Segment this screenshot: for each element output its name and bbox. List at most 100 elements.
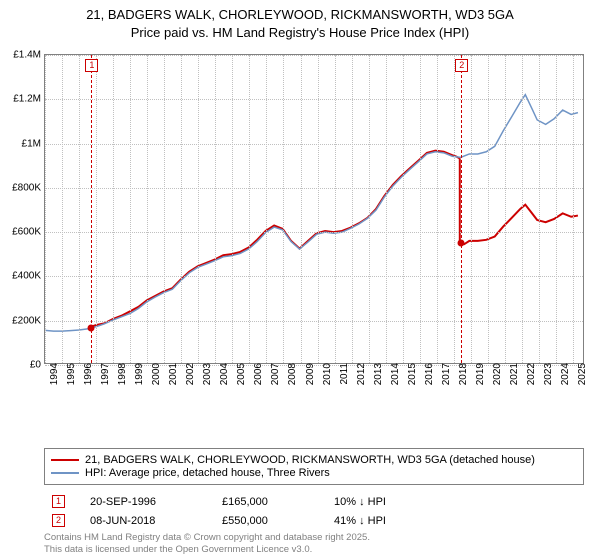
y-axis-label: £1M bbox=[22, 138, 45, 149]
x-axis-label: 2003 bbox=[198, 363, 213, 385]
gridline-v bbox=[96, 55, 97, 363]
footnote-line2: This data is licensed under the Open Gov… bbox=[44, 544, 312, 555]
footnote-line1: Contains HM Land Registry data © Crown c… bbox=[44, 532, 370, 543]
gridline-v bbox=[232, 55, 233, 363]
x-axis-label: 2007 bbox=[266, 363, 281, 385]
footnote: Contains HM Land Registry data © Crown c… bbox=[44, 532, 370, 556]
gridline-v bbox=[556, 55, 557, 363]
plot-region: £0£200K£400K£600K£800K£1M£1.2M£1.4M19941… bbox=[44, 54, 584, 364]
x-axis-label: 1994 bbox=[45, 363, 60, 385]
marker-box: 2 bbox=[455, 59, 468, 72]
gridline-v bbox=[249, 55, 250, 363]
gridline-h bbox=[45, 321, 583, 322]
gridline-v bbox=[164, 55, 165, 363]
legend-label-price-paid: 21, BADGERS WALK, CHORLEYWOOD, RICKMANSW… bbox=[85, 454, 535, 466]
marker-delta: 10% ↓ HPI bbox=[328, 493, 582, 510]
legend-label-hpi: HPI: Average price, detached house, Thre… bbox=[85, 467, 330, 479]
marker-table-row: 208-JUN-2018£550,00041% ↓ HPI bbox=[46, 512, 582, 529]
gridline-v bbox=[266, 55, 267, 363]
gridline-v bbox=[420, 55, 421, 363]
y-axis-label: £0 bbox=[30, 360, 45, 371]
title-line1: 21, BADGERS WALK, CHORLEYWOOD, RICKMANSW… bbox=[86, 7, 514, 22]
gridline-h bbox=[45, 188, 583, 189]
gridline-v bbox=[45, 55, 46, 363]
marker-price: £550,000 bbox=[216, 512, 326, 529]
gridline-v bbox=[522, 55, 523, 363]
x-axis-label: 2021 bbox=[505, 363, 520, 385]
gridline-v bbox=[471, 55, 472, 363]
gridline-v bbox=[62, 55, 63, 363]
gridline-h bbox=[45, 232, 583, 233]
legend: 21, BADGERS WALK, CHORLEYWOOD, RICKMANSW… bbox=[44, 448, 584, 531]
marker-dashed-line bbox=[91, 55, 92, 363]
x-axis-label: 1999 bbox=[130, 363, 145, 385]
x-axis-label: 1996 bbox=[79, 363, 94, 385]
gridline-v bbox=[386, 55, 387, 363]
x-axis-label: 2025 bbox=[573, 363, 588, 385]
gridline-h bbox=[45, 276, 583, 277]
marker-point bbox=[88, 325, 95, 332]
gridline-v bbox=[198, 55, 199, 363]
legend-row-hpi: HPI: Average price, detached house, Thre… bbox=[51, 467, 577, 479]
gridline-v bbox=[181, 55, 182, 363]
gridline-v bbox=[79, 55, 80, 363]
legend-swatch-price-paid bbox=[51, 459, 79, 461]
y-axis-label: £1.2M bbox=[13, 94, 45, 105]
x-axis-label: 2006 bbox=[249, 363, 264, 385]
x-axis-label: 2016 bbox=[420, 363, 435, 385]
x-axis-label: 2018 bbox=[454, 363, 469, 385]
gridline-v bbox=[113, 55, 114, 363]
chart-title: 21, BADGERS WALK, CHORLEYWOOD, RICKMANSW… bbox=[0, 0, 600, 41]
legend-box: 21, BADGERS WALK, CHORLEYWOOD, RICKMANSW… bbox=[44, 448, 584, 485]
y-axis-label: £1.4M bbox=[13, 50, 45, 61]
x-axis-label: 2004 bbox=[215, 363, 230, 385]
gridline-v bbox=[403, 55, 404, 363]
x-axis-label: 2008 bbox=[283, 363, 298, 385]
x-axis-label: 2001 bbox=[164, 363, 179, 385]
gridline-v bbox=[147, 55, 148, 363]
gridline-v bbox=[488, 55, 489, 363]
y-axis-label: £400K bbox=[12, 271, 45, 282]
marker-point bbox=[458, 240, 465, 247]
gridline-v bbox=[215, 55, 216, 363]
series-line-hpi bbox=[45, 95, 578, 331]
y-axis-label: £800K bbox=[12, 182, 45, 193]
x-axis-label: 1998 bbox=[113, 363, 128, 385]
marker-key: 2 bbox=[52, 514, 65, 527]
gridline-v bbox=[437, 55, 438, 363]
marker-table: 1 20-SEP-1996£165,00010% ↓ HPI 208-JUN-201… bbox=[44, 491, 584, 531]
x-axis-label: 2011 bbox=[335, 363, 350, 385]
marker-dashed-line bbox=[461, 55, 462, 363]
x-axis-label: 2015 bbox=[403, 363, 418, 385]
x-axis-label: 2017 bbox=[437, 363, 452, 385]
marker-price: £165,000 bbox=[216, 493, 326, 510]
marker-date: 20-SEP-1996 bbox=[84, 493, 214, 510]
gridline-v bbox=[335, 55, 336, 363]
x-axis-label: 2023 bbox=[539, 363, 554, 385]
x-axis-label: 2019 bbox=[471, 363, 486, 385]
y-axis-label: £200K bbox=[12, 315, 45, 326]
legend-swatch-hpi bbox=[51, 472, 79, 474]
marker-table-row: 1 20-SEP-1996£165,00010% ↓ HPI bbox=[46, 493, 582, 510]
x-axis-label: 2002 bbox=[181, 363, 196, 385]
gridline-v bbox=[301, 55, 302, 363]
marker-key: 1 bbox=[52, 495, 65, 508]
x-axis-label: 2000 bbox=[147, 363, 162, 385]
title-line2: Price paid vs. HM Land Registry's House … bbox=[131, 25, 469, 40]
gridline-v bbox=[539, 55, 540, 363]
chart-area: £0£200K£400K£600K£800K£1M£1.2M£1.4M19941… bbox=[44, 54, 584, 404]
marker-box: 1 bbox=[85, 59, 98, 72]
line-layer bbox=[45, 55, 583, 363]
x-axis-label: 2013 bbox=[369, 363, 384, 385]
gridline-v bbox=[130, 55, 131, 363]
series-line-price_paid bbox=[460, 205, 578, 245]
gridline-v bbox=[318, 55, 319, 363]
gridline-v bbox=[352, 55, 353, 363]
x-axis-label: 2012 bbox=[352, 363, 367, 385]
x-axis-label: 2024 bbox=[556, 363, 571, 385]
x-axis-label: 2010 bbox=[318, 363, 333, 385]
gridline-v bbox=[369, 55, 370, 363]
y-axis-label: £600K bbox=[12, 227, 45, 238]
x-axis-label: 2022 bbox=[522, 363, 537, 385]
gridline-v bbox=[505, 55, 506, 363]
